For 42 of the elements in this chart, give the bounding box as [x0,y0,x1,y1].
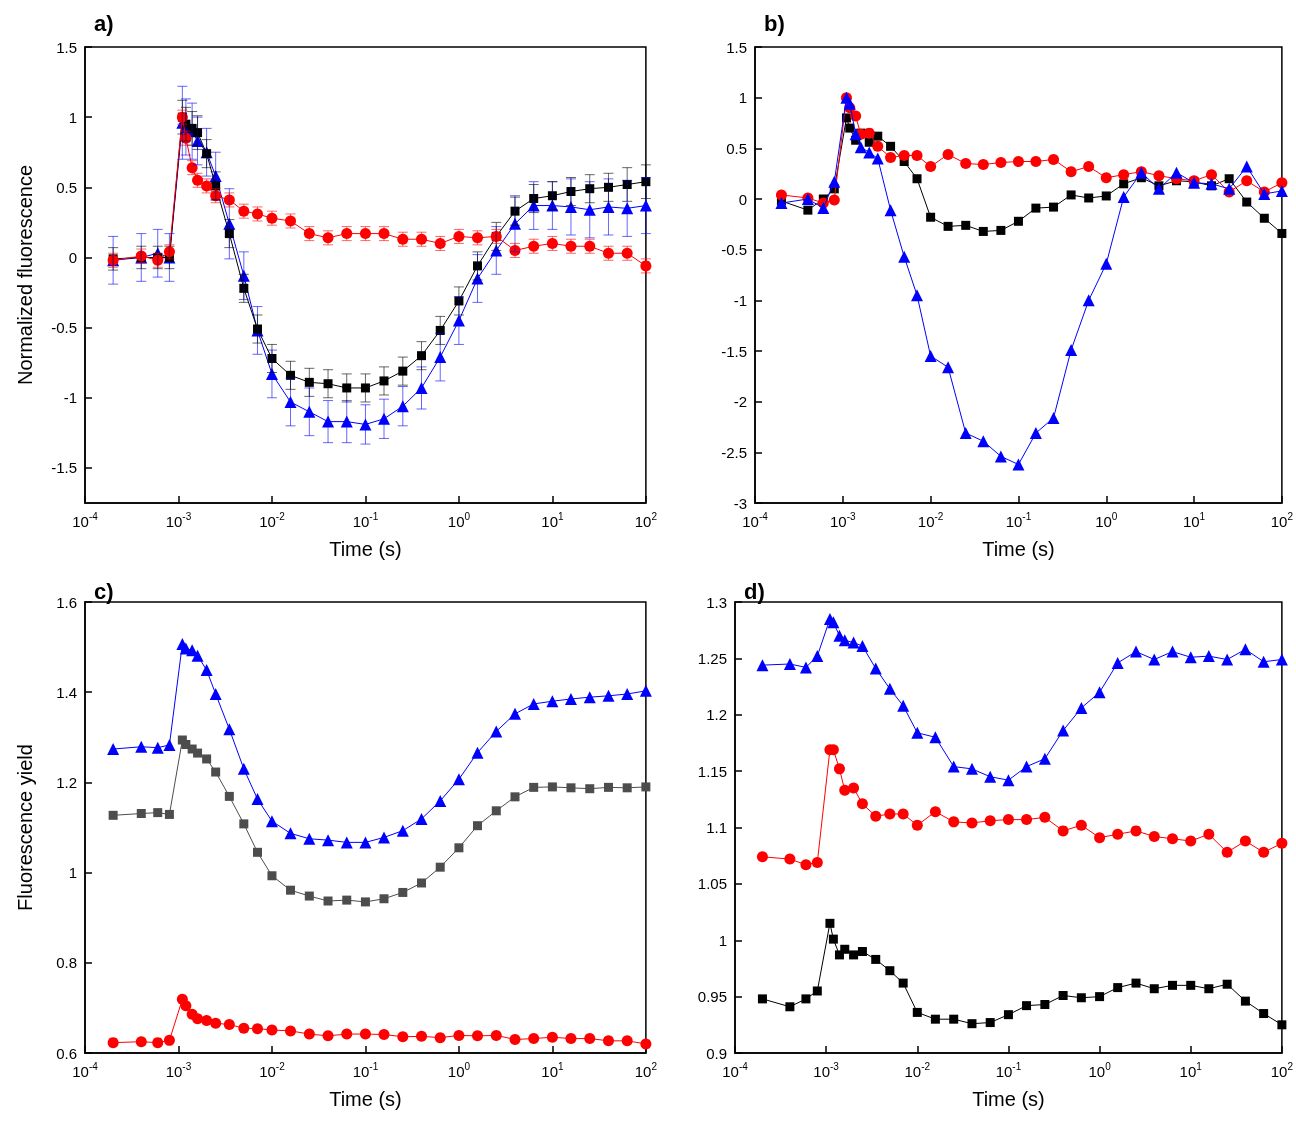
chart-title: d) [744,578,765,604]
y-tick-label: -1.5 [721,342,747,360]
y-tick-label: 0.6 [56,1044,77,1062]
y-tick-label: 1.1 [706,819,727,836]
y-tick-label: 1.5 [726,38,747,56]
y-tick-label: 0 [68,248,77,266]
y-tick-label: 1.4 [56,683,77,701]
y-tick-label: 1.3 [706,593,727,611]
chart-title: a) [94,10,114,36]
y-tick-label: 0.8 [56,954,77,972]
y-tick-label: 0 [738,190,747,208]
x-axis-title: Time (s) [982,538,1055,560]
y-tick-label: 1 [68,108,77,126]
y-tick-label: 1 [718,931,727,949]
y-tick-label: -0.5 [721,241,747,259]
x-axis-title: Time (s) [329,538,402,560]
y-tick-label: 1.2 [706,706,727,724]
chart-title: b) [764,10,785,36]
y-tick-label: 1.5 [56,38,77,56]
y-axis-title: Normalized fluorescence [14,164,36,386]
y-tick-label: 0.5 [56,178,77,196]
chart-title: c) [94,578,114,604]
y-tick-label: 1 [738,89,747,107]
y-axis-title: Fluorescence yield [14,744,36,911]
y-tick-label: -0.5 [51,319,77,337]
y-tick-label: -1 [733,291,747,309]
y-tick-label: 0.5 [726,139,747,157]
y-tick-label: 1.2 [56,773,77,791]
y-tick-label: 1.25 [697,649,727,667]
y-tick-label: 0.95 [697,988,727,1006]
y-tick-label: 1.15 [697,762,727,780]
x-axis-title: Time (s) [972,1088,1045,1110]
y-tick-label: 0.9 [706,1044,727,1062]
y-tick-label: -1 [63,389,77,407]
y-tick-label: -3 [733,494,747,512]
y-tick-label: 1.6 [56,593,77,611]
y-tick-label: -1.5 [51,459,77,477]
y-tick-label: -2.5 [721,443,747,461]
y-tick-label: 1 [68,864,77,882]
x-axis-title: Time (s) [329,1088,402,1110]
y-tick-label: -2 [733,393,747,411]
y-tick-label: 1.05 [697,875,727,893]
